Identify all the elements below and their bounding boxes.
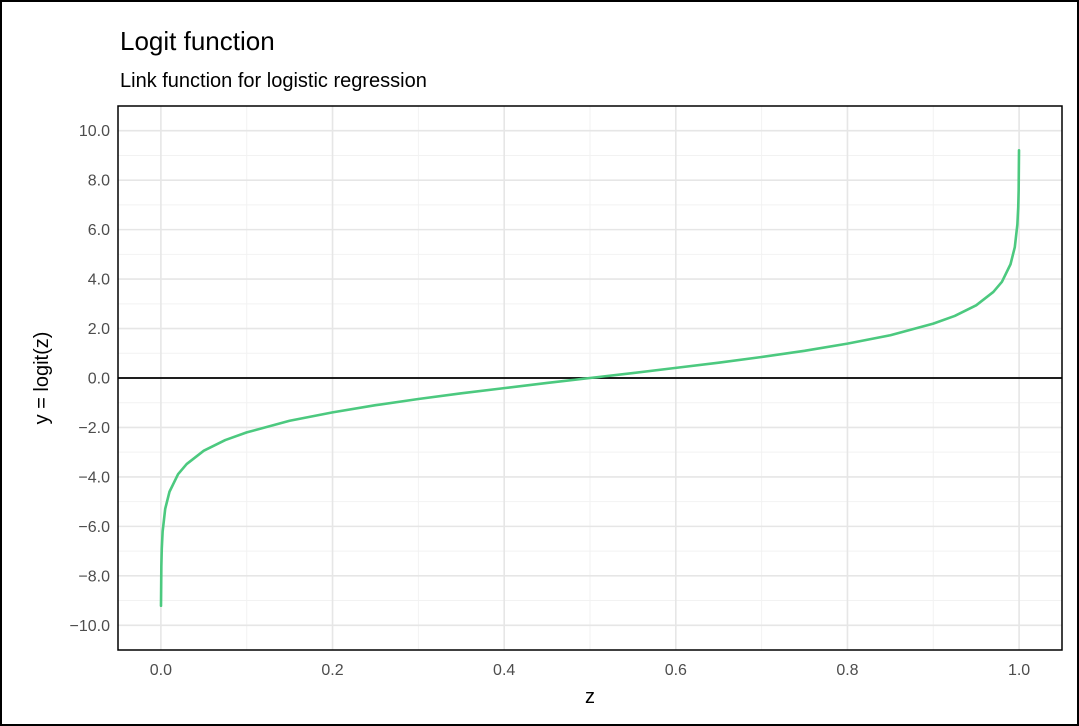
x-tick-label: 0.8 (836, 662, 858, 679)
y-tick-label: −6.0 (78, 519, 110, 536)
y-tick-label: −2.0 (78, 420, 110, 437)
y-tick-label: 0.0 (88, 371, 110, 388)
y-axis-title: y = logit(z) (31, 332, 53, 425)
x-axis-ticks: 0.0 0.2 0.4 0.6 0.8 1.0 (150, 662, 1031, 679)
x-tick-label: 1.0 (1008, 662, 1030, 679)
y-tick-label: 2.0 (88, 321, 110, 338)
y-tick-label: −8.0 (78, 568, 110, 585)
chart-title: Logit function (120, 26, 275, 56)
y-tick-label: −10.0 (70, 618, 111, 635)
y-tick-label: 10.0 (79, 123, 110, 140)
chart-subtitle: Link function for logistic regression (120, 70, 427, 92)
logit-curve (159, 148, 1021, 608)
x-tick-label: 0.4 (493, 662, 515, 679)
x-tick-label: 0.0 (150, 662, 172, 679)
x-tick-label: 0.6 (665, 662, 687, 679)
x-axis-title: z (585, 686, 595, 708)
y-tick-label: −4.0 (78, 469, 110, 486)
y-tick-label: 4.0 (88, 272, 110, 289)
y-axis-ticks: −10.0 −8.0 −6.0 −4.0 −2.0 0.0 2.0 4.0 6.0 8.0 10.0 (70, 123, 111, 635)
y-tick-label: 8.0 (88, 173, 110, 190)
x-tick-label: 0.2 (321, 662, 343, 679)
y-tick-label: 6.0 (88, 222, 110, 239)
